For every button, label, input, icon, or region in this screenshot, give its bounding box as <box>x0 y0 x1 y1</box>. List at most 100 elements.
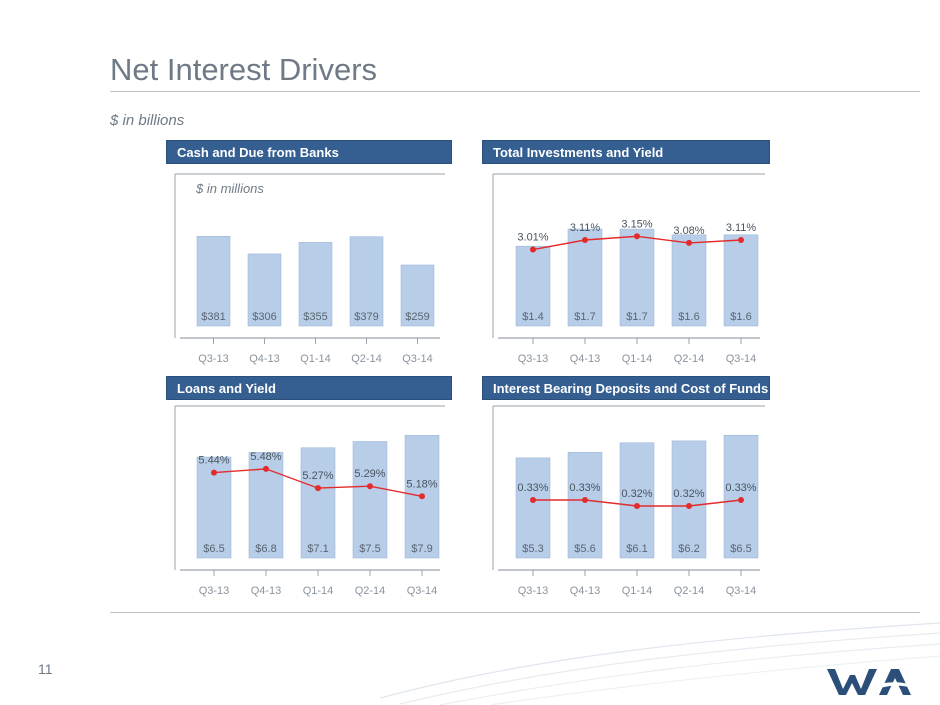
investments-bar <box>567 228 603 327</box>
page-number: 11 <box>38 661 53 677</box>
loans-line-label: 5.48% <box>250 451 281 463</box>
investments-bar-label: $1.4 <box>522 311 543 323</box>
deposits-line-point <box>634 503 640 509</box>
title-divider <box>110 91 920 92</box>
loans-line-label: 5.44% <box>198 455 229 467</box>
investments-bar <box>671 234 707 327</box>
loans-tick-label: Q3-14 <box>407 585 438 597</box>
deposits-bar-label: $6.2 <box>678 543 699 555</box>
deposits-bar <box>671 440 707 559</box>
page-title: Net Interest Drivers <box>110 52 378 87</box>
cash-tick-label: Q1-14 <box>300 353 331 365</box>
company-logo <box>827 669 913 695</box>
loans-bar <box>300 447 336 559</box>
cash-chart: $381 Q3-13 $306 Q4-13 $355 Q1-14 $379 Q2-14 $259… <box>174 170 450 370</box>
investments-line-label: 3.08% <box>673 225 704 237</box>
cash-tick-label: Q2-14 <box>351 353 382 365</box>
investments-bar <box>723 234 759 327</box>
loans-bar-label: $7.5 <box>359 543 380 555</box>
cash-tick-label: Q3-13 <box>198 353 229 365</box>
deposits-bar <box>619 442 655 559</box>
loans-line-label: 5.29% <box>354 468 385 480</box>
cash-tick-label: Q3-14 <box>402 353 433 365</box>
deposits-line-point <box>582 497 588 503</box>
deposits-tick-label: Q3-13 <box>518 585 549 597</box>
investments-line-point <box>738 237 744 244</box>
cash-tick-label: Q4-13 <box>249 353 280 365</box>
loans-line-point <box>315 485 321 492</box>
loans-bar-label: $7.1 <box>307 543 328 555</box>
loans-line-label: 5.18% <box>406 478 437 490</box>
investments-line-label: 3.01% <box>517 232 548 244</box>
cash-units-note: $ in millions <box>196 181 264 196</box>
footer-divider <box>110 612 920 613</box>
investments-tick-label: Q3-14 <box>726 353 757 365</box>
loans-line-label: 5.27% <box>302 470 333 482</box>
cash-bar-label: $355 <box>303 311 327 323</box>
cash-bar <box>400 264 435 327</box>
decorative-swoosh <box>380 622 940 705</box>
panel-header-cash: Cash and Due from Banks <box>166 140 452 164</box>
investments-bar-label: $1.7 <box>626 311 647 323</box>
investments-bar-label: $1.7 <box>574 311 595 323</box>
deposits-bar-label: $5.3 <box>522 543 543 555</box>
deposits-line-label: 0.32% <box>621 488 652 500</box>
deposits-bar <box>515 457 551 559</box>
deposits-bar <box>723 434 759 559</box>
investments-line-label: 3.11% <box>726 222 757 234</box>
deposits-bar-label: $6.5 <box>730 543 751 555</box>
deposits-line-point <box>738 497 744 503</box>
cash-bar <box>196 235 231 327</box>
units-subtitle: $ in billions <box>110 112 185 129</box>
investments-bar-label: $1.6 <box>678 311 699 323</box>
cash-bar <box>349 236 384 327</box>
investments-line-label: 3.11% <box>570 222 601 234</box>
investments-tick-label: Q4-13 <box>570 353 601 365</box>
loans-line-point <box>263 465 269 472</box>
deposits-line-point <box>530 497 536 503</box>
deposits-bar-label: $5.6 <box>574 543 595 555</box>
deposits-tick-label: Q2-14 <box>674 585 705 597</box>
investments-line-point <box>634 233 640 240</box>
deposits-line-label: 0.33% <box>725 482 756 494</box>
panel-header-deposits: Interest Bearing Deposits and Cost of Fu… <box>482 376 770 400</box>
investments-bar-label: $1.6 <box>730 311 751 323</box>
loans-bar <box>352 441 388 559</box>
investments-tick-label: Q2-14 <box>674 353 705 365</box>
cash-bar-label: $381 <box>201 311 225 323</box>
investments-tick-label: Q1-14 <box>622 353 653 365</box>
deposits-line-label: 0.33% <box>517 482 548 494</box>
loans-line-point <box>367 483 373 490</box>
loans-tick-label: Q2-14 <box>355 585 386 597</box>
deposits-bar <box>567 451 603 559</box>
deposits-tick-label: Q4-13 <box>570 585 601 597</box>
investments-tick-label: Q3-13 <box>518 353 549 365</box>
loans-bar-label: $6.8 <box>255 543 276 555</box>
deposits-bar-label: $6.1 <box>626 543 647 555</box>
loans-bar-label: $7.9 <box>411 543 432 555</box>
investments-line-point <box>686 239 692 246</box>
cash-bar <box>298 242 333 327</box>
investments-chart: $1.4 Q3-13 $1.7 Q4-13 $1.7 Q1-14 $1.6 Q2-14 $1.6… <box>492 170 770 370</box>
loans-tick-label: Q3-13 <box>199 585 230 597</box>
deposits-line-point <box>686 503 692 509</box>
loans-line-point <box>211 469 217 476</box>
loans-chart: $6.5 Q3-13 $6.8 Q4-13 $7.1 Q1-14 $7.5 Q2-14 $7.9… <box>174 402 450 600</box>
cash-bar <box>247 253 282 327</box>
investments-line-point <box>582 237 588 244</box>
deposits-line-label: 0.33% <box>569 482 600 494</box>
cash-bar-label: $259 <box>405 311 429 323</box>
investments-line-label: 3.15% <box>621 218 652 230</box>
cash-bar-label: $306 <box>252 311 276 323</box>
loans-bar-label: $6.5 <box>203 543 224 555</box>
deposits-tick-label: Q3-14 <box>726 585 757 597</box>
investments-bar <box>619 228 655 327</box>
investments-bar <box>515 245 551 327</box>
deposits-tick-label: Q1-14 <box>622 585 653 597</box>
panel-header-investments: Total Investments and Yield <box>482 140 770 164</box>
loans-tick-label: Q4-13 <box>251 585 282 597</box>
loans-line-point <box>419 493 425 500</box>
deposits-line-label: 0.32% <box>673 488 704 500</box>
deposits-chart: $5.3 Q3-13 $5.6 Q4-13 $6.1 Q1-14 $6.2 Q2-14 $6.5… <box>492 402 770 600</box>
cash-bar-label: $379 <box>354 311 378 323</box>
